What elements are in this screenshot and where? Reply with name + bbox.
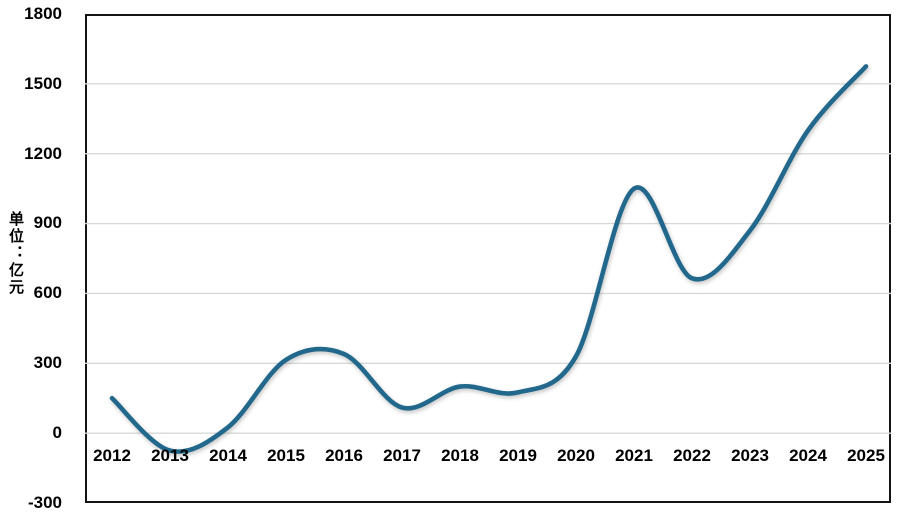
y-axis-tick-label: -300 <box>27 493 62 512</box>
data-series-line <box>109 64 869 454</box>
x-axis-tick-label: 2021 <box>615 446 653 465</box>
x-axis-tick-label: 2019 <box>499 446 537 465</box>
y-axis-title: 单位：亿元 <box>7 211 24 296</box>
x-axis-tick-label: 2016 <box>325 446 363 465</box>
y-axis-tick-label: 300 <box>33 353 62 372</box>
y-axis-tick-label: 1200 <box>24 144 62 163</box>
x-axis-tick-label: 2025 <box>847 446 885 465</box>
y-axis-tick-label: 900 <box>33 213 62 232</box>
x-axis-tick-label: 2014 <box>209 446 247 465</box>
x-axis-tick-label: 2018 <box>441 446 479 465</box>
y-axis-tick-label: 1800 <box>24 4 62 23</box>
x-axis-tick-label: 2013 <box>151 446 189 465</box>
x-axis-tick-label: 2015 <box>267 446 305 465</box>
plot-area: 2012 2013 2014 2015 2016 2017 2018 2019 … <box>85 14 891 503</box>
x-axis-tick-label: 2023 <box>731 446 769 465</box>
x-axis-tick-label: 2017 <box>383 446 421 465</box>
x-axis-tick-label: 2012 <box>93 446 131 465</box>
x-axis-tick-label: 2022 <box>673 446 711 465</box>
line-chart-svg <box>85 64 891 454</box>
y-axis-tick-label: 0 <box>52 423 62 442</box>
x-axis-tick-label: 2020 <box>557 446 595 465</box>
y-axis-tick-label: 1500 <box>24 74 62 93</box>
y-axis-tick-label: 600 <box>33 283 62 302</box>
x-axis-tick-label: 2024 <box>789 446 827 465</box>
